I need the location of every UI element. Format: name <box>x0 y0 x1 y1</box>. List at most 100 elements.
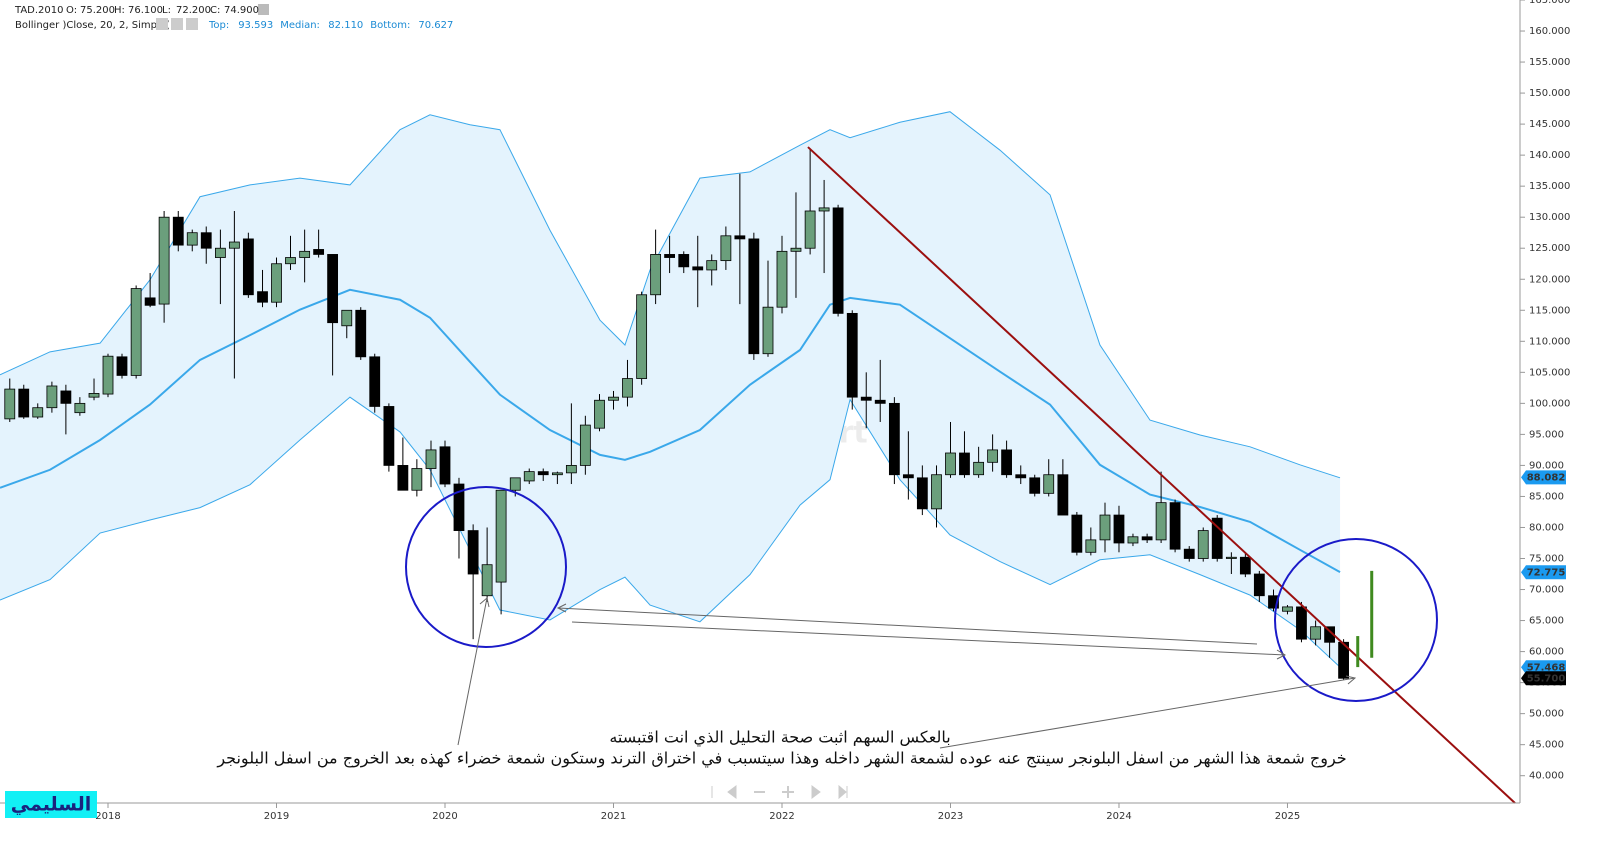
arrow-head <box>1276 649 1287 660</box>
candle-body <box>748 238 760 355</box>
ohlc-label: O: <box>66 5 77 16</box>
toolbar-button[interactable] <box>838 784 848 800</box>
x-tick-label: 2025 <box>1275 811 1300 822</box>
candle-body <box>565 465 577 474</box>
band-label: Top: <box>208 20 229 31</box>
candle-body <box>902 474 914 479</box>
candle-body <box>537 471 549 476</box>
candle-body <box>1127 536 1139 544</box>
y-tick-label: 65.000 <box>1529 616 1564 627</box>
highlight-circle <box>1274 538 1438 702</box>
candle-body <box>355 309 367 358</box>
candle-body <box>341 309 353 327</box>
price-axis-bg <box>1520 0 1607 847</box>
y-tick-label: 135.000 <box>1529 181 1570 192</box>
candle-body <box>467 530 479 575</box>
symbol: TAD.2010 <box>14 5 64 16</box>
candle-body <box>509 477 521 491</box>
candle-body <box>495 489 507 583</box>
candle-body <box>88 393 100 398</box>
bollinger-lower <box>0 396 1341 668</box>
arrow <box>571 621 1286 656</box>
candle-body <box>1197 530 1209 559</box>
trendline <box>807 146 1516 804</box>
candle-body <box>762 306 774 355</box>
badge-label: 88.082 <box>1527 472 1566 483</box>
candle-body <box>692 266 704 271</box>
annotation: خروج شمعة هذا الشهر من اسفل البلونجر سين… <box>216 749 1346 769</box>
y-tick-label: 80.000 <box>1529 522 1564 533</box>
candle-body <box>1113 514 1125 544</box>
candle-body <box>327 254 339 324</box>
candle-body <box>1099 514 1111 541</box>
icon[interactable] <box>186 18 198 30</box>
candle-body <box>130 288 142 376</box>
candle-body <box>1338 641 1349 679</box>
candle-body <box>4 388 16 420</box>
candle-body <box>846 312 858 398</box>
toolbar-button[interactable] <box>782 786 794 798</box>
toolbar-button[interactable] <box>811 785 821 799</box>
candle-body <box>973 461 985 476</box>
x-tick-label: 2022 <box>769 811 794 822</box>
x-tick-label: 2021 <box>601 811 626 822</box>
candle-body <box>1015 474 1027 479</box>
arrow-head <box>556 603 567 613</box>
drawings: بالعكس السهم اثبت صحة التحليل الذي انت ا… <box>216 486 1438 769</box>
y-tick-label: 50.000 <box>1529 709 1564 720</box>
y-tick-label: 115.000 <box>1529 305 1570 316</box>
ohlc-value: 75.200 <box>80 5 115 16</box>
candle-body <box>369 356 381 407</box>
badge-shape <box>1521 660 1566 675</box>
candle-body <box>818 207 830 212</box>
candle-body <box>158 216 170 305</box>
icon[interactable] <box>171 18 183 30</box>
candle-body <box>1085 539 1097 553</box>
y-tick-label: 85.000 <box>1529 491 1564 502</box>
candle-body <box>678 254 690 268</box>
icon[interactable] <box>258 4 269 15</box>
badge-shape <box>1521 470 1566 485</box>
y-tick-label: 160.000 <box>1529 26 1570 37</box>
y-tick-label: 45.000 <box>1529 740 1564 751</box>
badge-label: 57.468 <box>1527 662 1566 673</box>
icon[interactable] <box>156 18 168 30</box>
x-tick-label: 2018 <box>95 811 120 822</box>
candle-body <box>102 355 114 395</box>
arrow-head <box>1345 675 1357 685</box>
candle-body <box>32 407 44 418</box>
candle-body <box>397 465 409 491</box>
candle-body <box>579 424 591 466</box>
badge-label: 72.775 <box>1527 567 1566 578</box>
toolbar-button[interactable] <box>727 785 737 799</box>
candle-body <box>257 291 268 303</box>
x-tick-label: 2020 <box>432 811 457 822</box>
candle-body <box>874 399 886 404</box>
arrows <box>457 597 1357 749</box>
band-value: 93.593 <box>238 20 273 31</box>
arrow <box>557 607 1258 645</box>
candle-body <box>200 232 212 249</box>
candle-body <box>790 247 802 252</box>
badge-label: 55.700 <box>1527 673 1566 684</box>
x-tick-label: 2019 <box>264 811 289 822</box>
bollinger-median <box>0 288 1341 574</box>
ohlc-label: L: <box>162 5 171 16</box>
indicator: Bollinger )Close, 20, 2, Simple( <box>15 20 170 31</box>
y-tick-label: 60.000 <box>1529 647 1564 658</box>
candle-body <box>664 254 676 258</box>
candle-body <box>1071 514 1083 553</box>
y-tick-label: 105.000 <box>1529 367 1570 378</box>
candle-body <box>1155 502 1167 541</box>
badge-shape <box>1521 671 1566 686</box>
candle-body <box>1211 517 1223 559</box>
candle-body <box>1057 474 1069 516</box>
logo: السليمي <box>11 794 91 816</box>
candle-body <box>622 378 633 398</box>
y-tick-label: 110.000 <box>1529 336 1570 347</box>
x-tick-label: 2024 <box>1106 811 1131 822</box>
y-tick-label: 40.000 <box>1529 771 1564 782</box>
candle-body <box>734 235 746 240</box>
